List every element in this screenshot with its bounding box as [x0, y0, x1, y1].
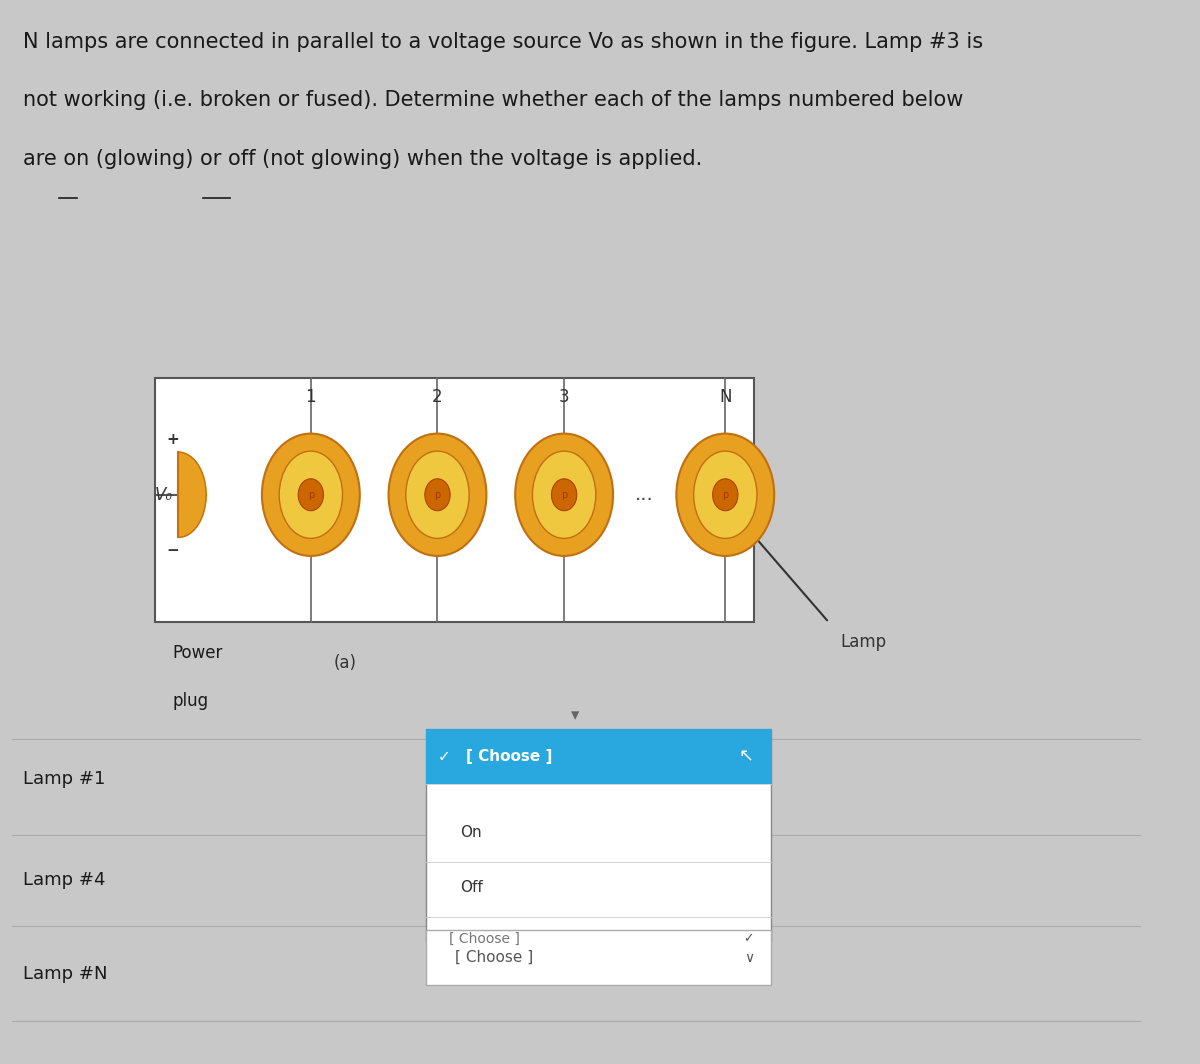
- Text: p: p: [722, 489, 728, 500]
- Ellipse shape: [298, 479, 324, 511]
- Text: Lamp: Lamp: [840, 633, 887, 651]
- Ellipse shape: [515, 434, 613, 555]
- Polygon shape: [179, 452, 206, 537]
- Text: [ Choose ]: [ Choose ]: [467, 749, 553, 764]
- Ellipse shape: [406, 451, 469, 538]
- Text: 3: 3: [559, 388, 570, 406]
- Text: ✓: ✓: [744, 932, 754, 945]
- Text: N: N: [719, 388, 732, 406]
- Ellipse shape: [280, 451, 342, 538]
- Text: 1: 1: [306, 388, 316, 406]
- Bar: [426, 930, 772, 985]
- Text: are on (glowing) or off (not glowing) when the voltage is applied.: are on (glowing) or off (not glowing) wh…: [23, 149, 702, 169]
- Text: 2: 2: [432, 388, 443, 406]
- Text: On: On: [461, 825, 482, 839]
- Text: N lamps are connected in parallel to a voltage source Vo as shown in the figure.: N lamps are connected in parallel to a v…: [23, 32, 983, 52]
- Text: ▾: ▾: [571, 706, 580, 725]
- Ellipse shape: [262, 434, 360, 555]
- Bar: [156, 378, 754, 622]
- Text: [ Choose ]: [ Choose ]: [449, 931, 520, 946]
- Text: −: −: [167, 543, 179, 558]
- Text: ↖: ↖: [739, 748, 754, 765]
- Ellipse shape: [694, 451, 757, 538]
- Text: Lamp #N: Lamp #N: [23, 965, 108, 982]
- Text: plug: plug: [173, 692, 209, 710]
- Ellipse shape: [389, 434, 486, 555]
- Bar: [426, 729, 772, 784]
- Ellipse shape: [713, 479, 738, 511]
- Text: not working (i.e. broken or fused). Determine whether each of the lamps numbered: not working (i.e. broken or fused). Dete…: [23, 90, 964, 111]
- Text: ✓: ✓: [438, 749, 450, 764]
- Bar: [426, 729, 772, 942]
- Text: p: p: [434, 489, 440, 500]
- Text: p: p: [307, 489, 314, 500]
- Text: ∨: ∨: [744, 950, 754, 965]
- Text: [ Choose ]: [ Choose ]: [455, 950, 533, 965]
- Text: Lamp #4: Lamp #4: [23, 871, 106, 888]
- Text: V₀: V₀: [155, 486, 173, 503]
- Text: Power: Power: [173, 644, 223, 662]
- Text: ...: ...: [635, 485, 654, 504]
- Ellipse shape: [425, 479, 450, 511]
- Ellipse shape: [677, 434, 774, 555]
- Text: +: +: [167, 432, 179, 447]
- Ellipse shape: [533, 451, 595, 538]
- Text: Lamp #1: Lamp #1: [23, 770, 106, 787]
- Ellipse shape: [552, 479, 577, 511]
- Text: (a): (a): [334, 654, 356, 672]
- Text: p: p: [560, 489, 568, 500]
- Text: Off: Off: [461, 880, 484, 895]
